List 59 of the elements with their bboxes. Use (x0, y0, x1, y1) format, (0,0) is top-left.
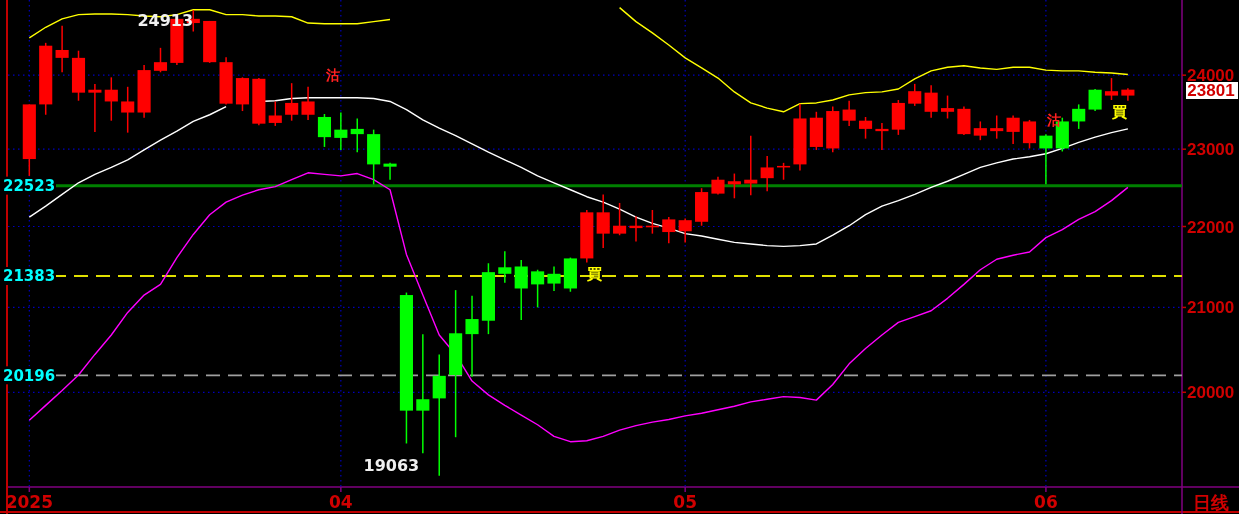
y-tick-label: 21000 (1187, 298, 1235, 318)
candlestick (350, 117, 364, 153)
candlestick (940, 94, 955, 120)
x-tick-label: 04 (329, 492, 353, 512)
annotation: 沽 (324, 67, 340, 83)
annotation: 24913 (137, 11, 194, 30)
x-tick-label: 06 (1034, 492, 1058, 512)
candlestick (875, 122, 889, 151)
candlestick (334, 111, 348, 151)
y-tick-label: 23000 (1187, 140, 1235, 160)
candlestick (465, 295, 479, 378)
ref-line-label: 20196 (3, 366, 56, 385)
candlestick (498, 250, 512, 284)
candlestick (596, 193, 610, 249)
candlestick (383, 162, 397, 181)
candlestick (121, 86, 135, 134)
candlestick (531, 268, 545, 309)
candlestick (547, 265, 561, 292)
candlestick (858, 116, 873, 140)
candlestick (104, 76, 118, 122)
candlestick (55, 25, 69, 74)
candlestick (1088, 88, 1102, 112)
candlestick (727, 172, 741, 200)
candlestick (268, 100, 282, 127)
candlestick (744, 134, 758, 196)
candlestick (629, 215, 643, 243)
text: 日线 (1193, 492, 1229, 513)
candlestick (317, 113, 332, 148)
candlestick (1104, 77, 1119, 101)
candlestick (973, 120, 987, 141)
annotation: 買 (586, 265, 603, 283)
candlestick (1039, 133, 1053, 186)
candlestick (760, 155, 774, 193)
candlestick (514, 259, 528, 321)
candlestick (416, 333, 430, 455)
candlestick (1022, 119, 1037, 150)
candlestick (301, 86, 315, 121)
annotation: 買 (1110, 103, 1127, 121)
candlestick (842, 99, 856, 127)
candlestick (908, 83, 922, 107)
ref-line-label: 21383 (3, 267, 56, 286)
text: 23801 (1187, 81, 1235, 100)
ref-line-label: 22523 (3, 177, 56, 196)
candlestick (1006, 114, 1020, 145)
candlestick (924, 84, 938, 119)
annotation: 沽 (1046, 112, 1062, 128)
candlestick (1072, 103, 1086, 130)
candlestick (613, 202, 627, 236)
candlestick (88, 83, 102, 133)
candlestick (678, 217, 692, 244)
candlestick (153, 47, 168, 74)
candlestick (432, 353, 446, 477)
annotation: 19063 (363, 456, 420, 475)
candlestick (285, 82, 299, 122)
y-tick-label: 22000 (1187, 217, 1235, 237)
candlestick (662, 216, 676, 244)
candlestick (990, 114, 1004, 140)
y-tick-label: 20000 (1187, 383, 1235, 403)
x-tick-label: 05 (673, 492, 698, 512)
